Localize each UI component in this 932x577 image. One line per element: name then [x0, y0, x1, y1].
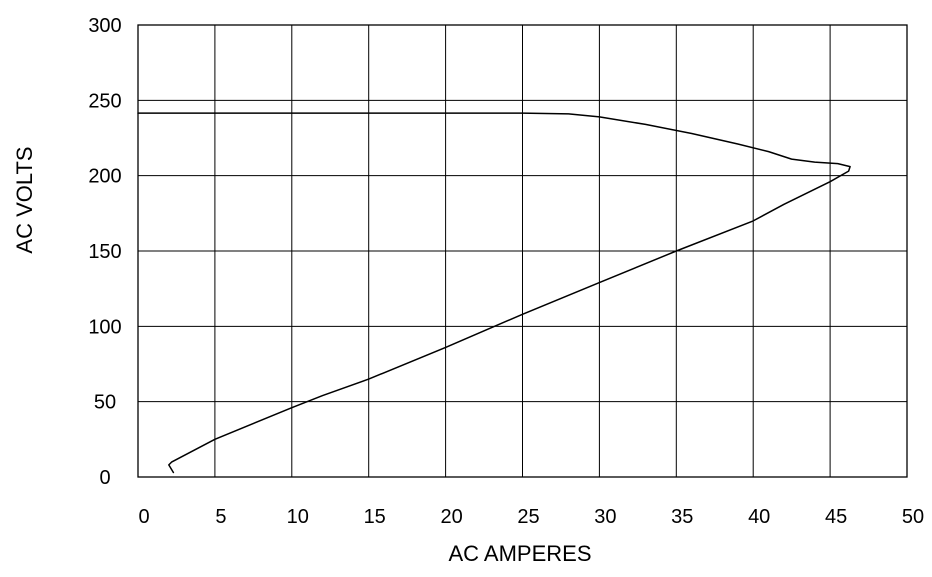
x-tick-label-15: 15: [364, 506, 386, 528]
y-tick-label-300: 300: [88, 15, 121, 37]
x-tick-label-10: 10: [287, 506, 309, 528]
x-tick-label-20: 20: [440, 506, 462, 528]
tick-labels: 0 5 10 15 20 25 30 35 40 45 50 0 50 100 150 200 250 300: [88, 15, 924, 528]
x-tick-label-5: 5: [215, 506, 226, 528]
series-line-0: [137, 112, 851, 474]
x-tick-label-30: 30: [594, 506, 616, 528]
y-tick-label-150: 150: [88, 241, 121, 263]
y-tick-label-50: 50: [94, 392, 116, 414]
x-axis-title: AC AMPERES: [448, 541, 591, 566]
y-tick-label-200: 200: [88, 166, 121, 188]
x-tick-label-45: 45: [825, 506, 847, 528]
grid: [137, 24, 908, 478]
x-tick-label-0: 0: [138, 506, 149, 528]
x-tick-label-25: 25: [517, 506, 539, 528]
x-tick-label-50: 50: [902, 506, 924, 528]
x-tick-label-40: 40: [748, 506, 770, 528]
y-tick-label-0: 0: [99, 467, 110, 489]
y-axis-title: AC VOLTS: [12, 146, 37, 253]
y-tick-label-250: 250: [88, 90, 121, 112]
y-tick-label-100: 100: [88, 316, 121, 338]
series-layer: [137, 112, 851, 474]
x-tick-label-35: 35: [671, 506, 693, 528]
